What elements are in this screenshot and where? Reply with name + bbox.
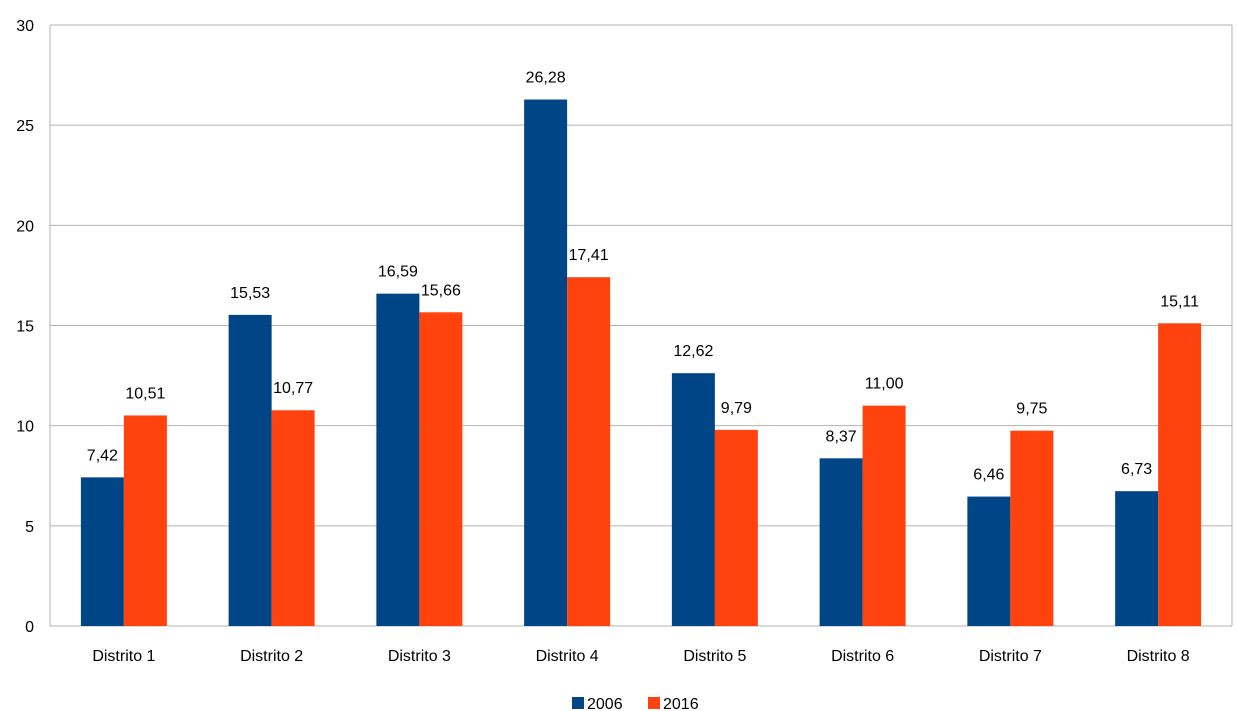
legend-swatch xyxy=(648,697,660,709)
y-tick-label: 30 xyxy=(16,18,34,35)
data-label: 15,53 xyxy=(230,285,270,302)
y-tick-label: 15 xyxy=(16,319,34,336)
data-label: 7,42 xyxy=(87,447,118,464)
bar-2016-distrito-5 xyxy=(714,429,758,626)
data-label: 26,28 xyxy=(526,70,566,87)
bar-2016-distrito-6 xyxy=(862,405,906,626)
data-label: 15,11 xyxy=(1160,293,1199,310)
bar-2006-distrito-7 xyxy=(967,496,1011,626)
data-label: 11,00 xyxy=(865,376,904,393)
data-label: 10,77 xyxy=(273,380,313,397)
bar-2006-distrito-2 xyxy=(228,314,272,626)
x-category-label: Distrito 5 xyxy=(683,648,746,665)
gridlines xyxy=(49,24,1233,627)
y-axis-ticks: 0 5 10 15 20 25 30 xyxy=(16,18,34,636)
bar-2016-distrito-4 xyxy=(567,277,611,626)
bar-2006-distrito-5 xyxy=(671,373,715,626)
bar-2006-distrito-8 xyxy=(1115,491,1159,626)
bar-2016-distrito-1 xyxy=(123,415,167,626)
bar-2016-distrito-3 xyxy=(419,312,463,626)
bar-2006-distrito-4 xyxy=(524,99,568,627)
x-category-label: Distrito 2 xyxy=(240,648,303,665)
data-label: 12,62 xyxy=(673,343,713,360)
data-label: 9,79 xyxy=(721,400,752,417)
bar-2016-distrito-2 xyxy=(271,410,315,626)
bar-2006-distrito-1 xyxy=(80,477,124,626)
data-label: 16,59 xyxy=(378,264,418,281)
data-label: 6,46 xyxy=(973,467,1004,484)
data-label: 6,73 xyxy=(1121,461,1152,478)
legend-label: 2016 xyxy=(663,696,699,711)
data-label: 9,75 xyxy=(1016,401,1047,418)
x-category-label: Distrito 3 xyxy=(388,648,451,665)
x-category-label: Distrito 8 xyxy=(1127,648,1190,665)
y-tick-label: 0 xyxy=(25,619,34,636)
y-tick-label: 5 xyxy=(25,519,34,536)
data-label: 8,37 xyxy=(826,428,857,445)
y-tick-label: 10 xyxy=(16,419,34,436)
legend-swatch xyxy=(572,697,584,709)
data-label: 15,66 xyxy=(421,282,461,299)
x-category-label: Distrito 1 xyxy=(92,648,155,665)
bar-2016-distrito-7 xyxy=(1010,430,1054,626)
bar-2006-distrito-3 xyxy=(376,293,420,626)
x-category-label: Distrito 4 xyxy=(536,648,599,665)
y-tick-label: 20 xyxy=(16,218,34,235)
legend-label: 2006 xyxy=(587,696,623,711)
bar-2016-distrito-8 xyxy=(1158,323,1202,626)
x-category-label: Distrito 6 xyxy=(831,648,894,665)
x-axis-categories: Distrito 1 Distrito 2 Distrito 3 Distrito 4… xyxy=(92,648,1189,665)
data-label: 10,51 xyxy=(125,385,165,402)
legend: 2006 2016 xyxy=(572,696,699,711)
bar-2006-distrito-6 xyxy=(819,458,863,626)
x-category-label: Distrito 7 xyxy=(979,648,1042,665)
y-tick-label: 25 xyxy=(16,118,34,135)
bars xyxy=(80,99,1202,627)
data-label: 17,41 xyxy=(569,247,609,264)
